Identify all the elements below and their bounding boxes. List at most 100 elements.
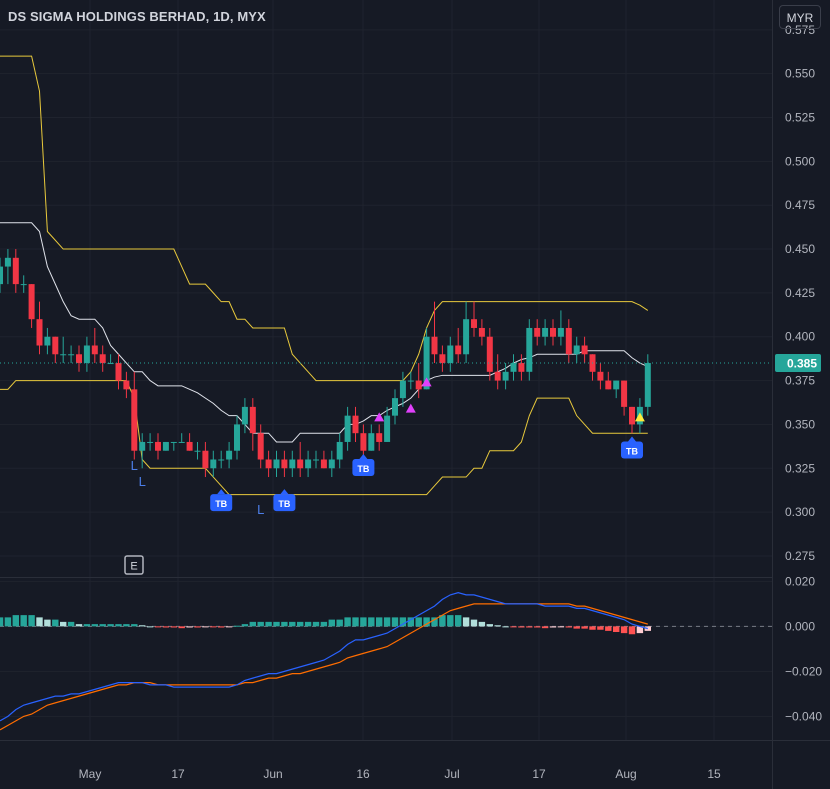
macd-line — [0, 592, 648, 722]
macd-histogram-bar — [233, 625, 241, 627]
candle-body — [249, 406, 256, 434]
time-tick-label: Aug — [615, 767, 636, 781]
candle-body — [384, 415, 391, 442]
candle-body — [478, 327, 485, 337]
candle-body — [139, 441, 146, 451]
macd-histogram-bar — [565, 626, 572, 628]
macd-histogram-bar — [304, 621, 312, 627]
candle-body — [83, 345, 90, 364]
candle-body — [273, 459, 280, 469]
signal-badge — [621, 441, 643, 459]
macd-histogram-bar — [210, 626, 217, 628]
price-tick-label: 0.300 — [785, 505, 815, 519]
candle-body — [147, 441, 154, 443]
macd-histogram-bar — [28, 615, 35, 627]
candle-body — [305, 459, 312, 469]
macd-histogram-bar — [486, 624, 493, 627]
price-axis[interactable]: 0.575 0.550 0.525 0.500 0.475 0.450 0.425 0.400… — [785, 23, 815, 563]
macd-histogram-bar — [194, 626, 201, 628]
macd-histogram-bar — [368, 617, 375, 627]
signal-badge-label: TB — [215, 499, 227, 509]
candle-body — [534, 327, 541, 337]
candle-body — [289, 459, 296, 469]
candle-body — [297, 459, 304, 469]
channel-bands — [0, 55, 649, 496]
macd-histogram-bar — [139, 625, 146, 627]
candle-body — [178, 441, 185, 443]
macd-histogram-bar — [541, 626, 549, 629]
earnings-marker-box — [124, 555, 144, 575]
last-price-tag: 0.385 — [775, 354, 821, 373]
earnings-marker[interactable]: E — [124, 555, 144, 575]
macd-histogram-bar — [636, 626, 644, 634]
candle-body — [415, 380, 422, 390]
price-tick-label: 0.375 — [785, 374, 815, 388]
candle-body — [399, 380, 406, 399]
candle-body — [12, 257, 19, 285]
price-tick-label: 0.525 — [785, 111, 815, 125]
triangle-up-marker — [374, 412, 385, 422]
macd-histogram-bar — [423, 617, 430, 627]
candle-body — [431, 336, 438, 355]
macd-histogram-bar — [597, 626, 604, 630]
candle-body — [494, 371, 501, 381]
macd-histogram-bar — [115, 624, 122, 627]
macd-histogram-bar — [352, 617, 359, 627]
currency-button[interactable]: MYR — [779, 5, 821, 29]
candle-body — [218, 459, 225, 461]
signal-badge-label: TB — [626, 446, 638, 456]
macd-axis[interactable]: 0.020 0.000 −0.020 −0.040 — [785, 574, 822, 723]
macd-histogram-bar — [360, 617, 367, 627]
candle-body — [502, 371, 509, 381]
price-tick-label: 0.550 — [785, 67, 815, 81]
macd-histogram-bar — [12, 615, 19, 627]
candlestick-series — [0, 249, 651, 478]
macd-histogram-bar — [312, 621, 320, 627]
macd-histogram-bar — [273, 621, 280, 627]
macd-histogram-bar — [0, 617, 4, 627]
macd-histogram-bar — [462, 617, 470, 627]
macd-histogram-bar — [75, 624, 83, 627]
signal-badge-label: TB — [357, 464, 369, 474]
pivot-label: L — [257, 502, 264, 517]
candle-body — [352, 415, 359, 434]
macd-histogram-bar — [620, 626, 628, 634]
macd-histogram-bar — [154, 626, 162, 628]
time-tick-label: 15 — [707, 767, 721, 781]
candle-body — [234, 424, 240, 451]
time-axis[interactable]: May 17 Jun 16 Jul 17 Aug 15 — [79, 767, 721, 781]
candle-body — [336, 441, 343, 460]
macd-histogram-bar — [249, 621, 256, 627]
macd-tick-label: −0.040 — [785, 709, 822, 723]
candle-body — [91, 345, 98, 355]
candle-body — [155, 441, 161, 451]
candle-body — [392, 398, 398, 416]
macd-histogram-bar — [107, 624, 114, 627]
macd-histogram-bar — [628, 626, 636, 635]
time-tick-label: 16 — [356, 767, 370, 781]
candle-body — [581, 345, 588, 355]
earnings-marker-label: E — [130, 561, 137, 573]
candle-body — [407, 380, 414, 382]
macd-histogram-bar — [123, 624, 130, 627]
candle-body — [257, 433, 264, 460]
candle-body — [510, 363, 517, 372]
macd-histogram-bar — [391, 617, 399, 627]
candle-body — [44, 336, 51, 346]
candle-body — [202, 450, 209, 469]
candle-body — [597, 371, 604, 381]
candle-body — [368, 433, 375, 451]
macd-histogram-bar — [178, 626, 185, 629]
candle-body — [526, 327, 533, 372]
macd-histogram-bar — [60, 621, 67, 627]
candle-body — [629, 406, 635, 425]
macd-histogram-bar — [4, 617, 12, 627]
triangle-up-marker — [634, 412, 645, 422]
signal-badge — [210, 494, 233, 512]
candle-body — [550, 327, 556, 337]
candle-body — [344, 415, 351, 442]
candle-body — [20, 284, 27, 286]
candle-body — [557, 327, 564, 337]
candle-body — [455, 345, 462, 355]
